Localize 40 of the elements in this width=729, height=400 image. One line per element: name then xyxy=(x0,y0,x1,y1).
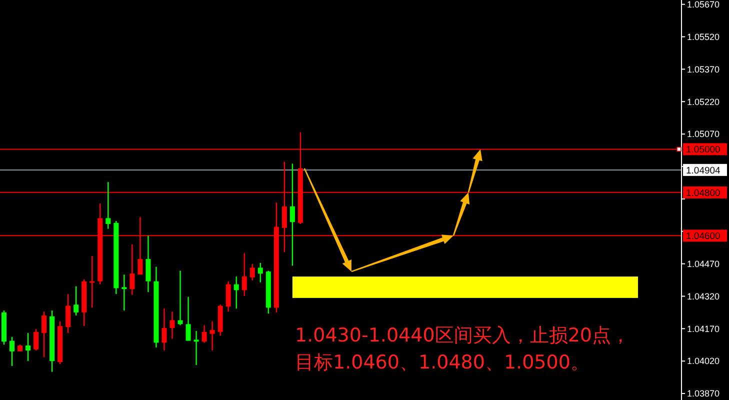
ref-line-label: 1.04600 xyxy=(686,231,720,242)
candlestick xyxy=(186,296,191,342)
candlestick xyxy=(42,310,47,358)
ref-line-label: 1.05000 xyxy=(686,144,720,156)
candlestick xyxy=(130,244,135,296)
annotation: 目标1.0460、1.0480、1.0500。 xyxy=(295,352,590,374)
candlestick xyxy=(90,255,95,308)
annotation: 1.0430-1.0440区间买入，止损20点， xyxy=(295,324,630,347)
candlestick xyxy=(178,270,183,326)
candlestick xyxy=(202,324,207,344)
y-tick-label: 1.04020 xyxy=(687,356,720,366)
y-tick-label: 1.05370 xyxy=(687,64,720,74)
y-tick-label: 1.04320 xyxy=(687,291,720,302)
y-tick-label: 1.05520 xyxy=(687,32,720,42)
candlestick xyxy=(162,308,167,352)
candlestick xyxy=(226,280,231,312)
candlestick xyxy=(26,332,31,362)
y-tick-label: 1.05070 xyxy=(687,129,720,140)
y-tick-label: 1.03870 xyxy=(687,388,720,399)
candlestick xyxy=(170,310,175,340)
candlestick xyxy=(210,320,215,352)
candlestick xyxy=(290,163,295,266)
y-tick-label: 1.05220 xyxy=(687,96,720,107)
ref-line-label: 1.04904 xyxy=(686,165,720,176)
candlestick xyxy=(74,286,79,316)
candlestick xyxy=(10,336,15,367)
candlestick xyxy=(242,252,247,297)
y-tick-label: 1.05670 xyxy=(687,0,720,10)
candlestick xyxy=(106,181,111,230)
candlestick xyxy=(250,263,255,282)
candlestick xyxy=(122,274,127,312)
candlestick xyxy=(194,330,199,366)
candlestick xyxy=(258,262,263,283)
ref-line-label: 1.04800 xyxy=(686,188,720,199)
y-tick-label: 1.04470 xyxy=(687,258,720,269)
candlestick xyxy=(234,276,239,310)
candlestick xyxy=(146,235,151,293)
candlestick xyxy=(66,293,71,334)
candlestick xyxy=(34,328,39,352)
y-tick-label: 1.04170 xyxy=(687,324,720,334)
